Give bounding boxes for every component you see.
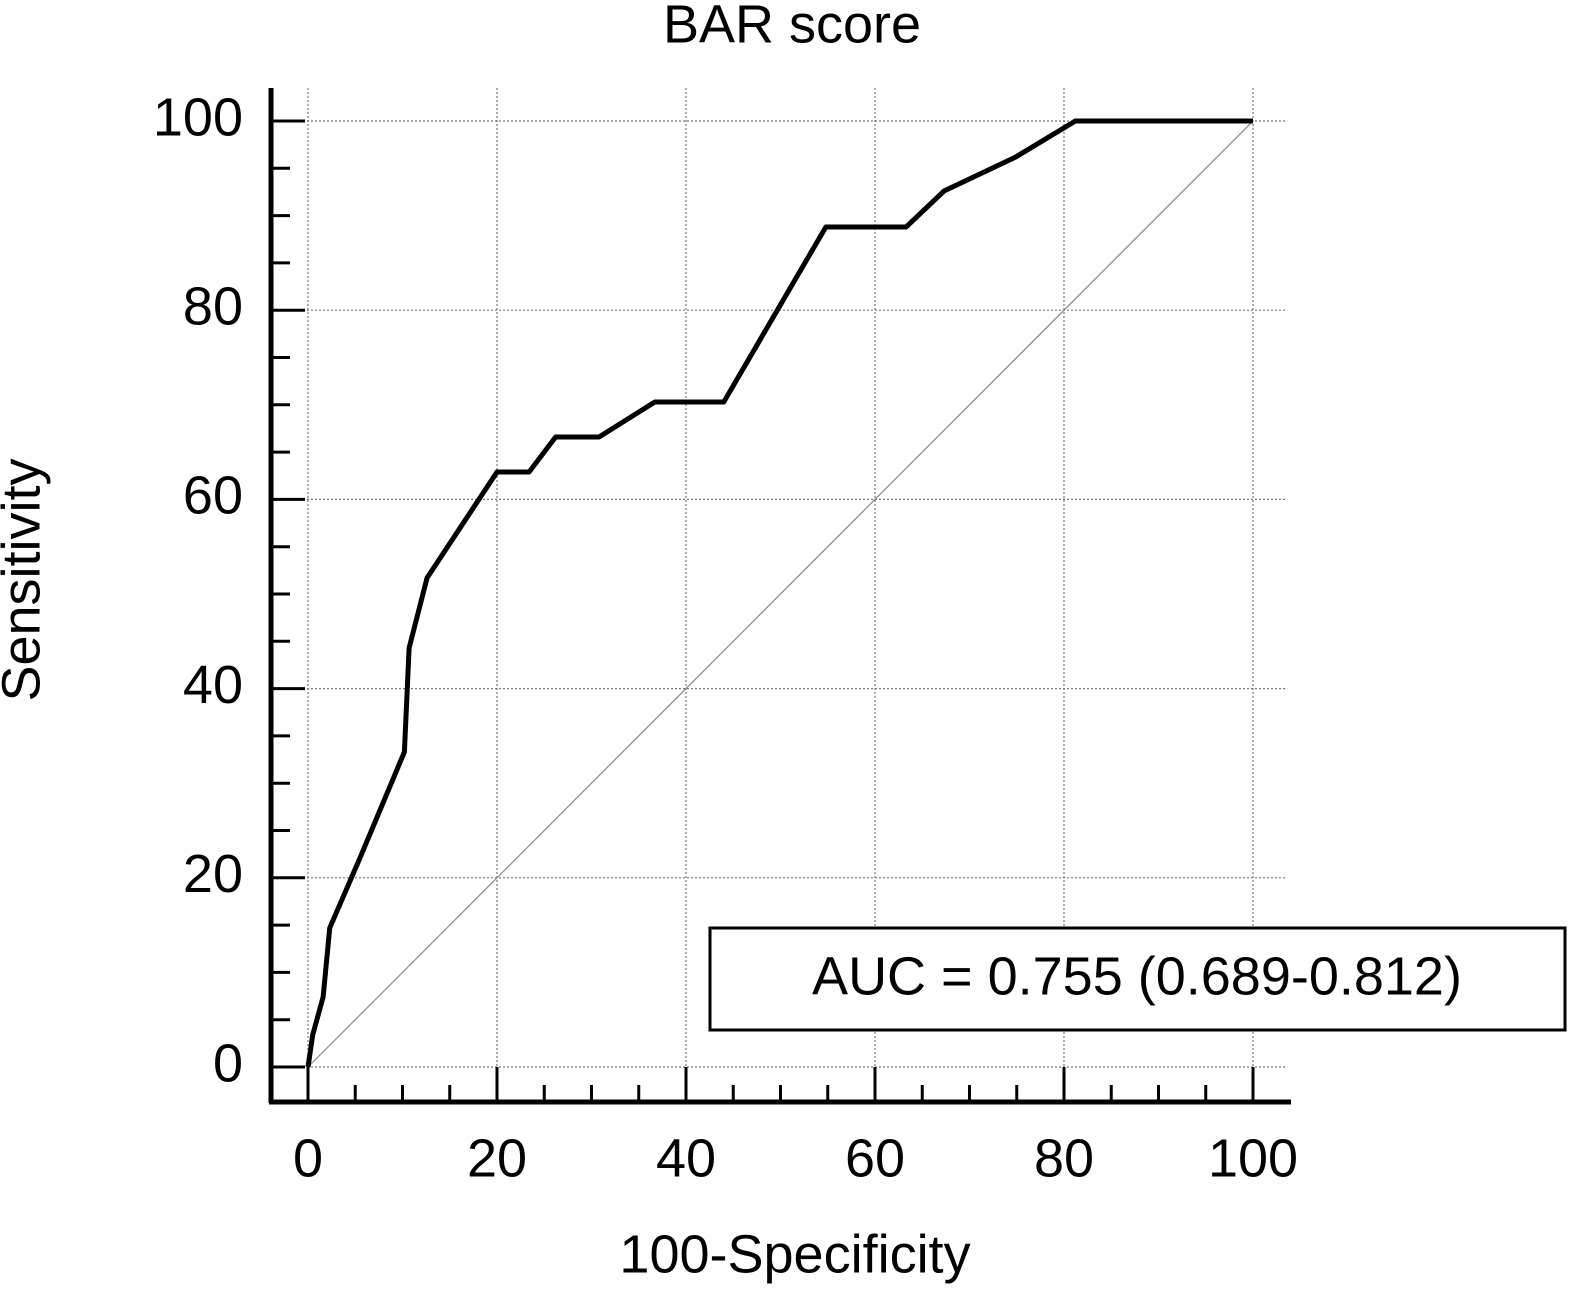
x-tick-label: 20 (467, 1128, 527, 1188)
x-tick-label: 100 (1208, 1128, 1298, 1188)
annotation-box (708, 926, 1567, 1032)
chart-title: BAR score (663, 0, 921, 54)
y-tick-label: 40 (183, 655, 243, 715)
y-tick-label: 0 (213, 1033, 243, 1093)
x-tick-label: 80 (1034, 1128, 1094, 1188)
y-tick-label: 80 (183, 276, 243, 336)
reference-line (307, 120, 1254, 1068)
y-tick-label: 100 (153, 87, 243, 147)
y-tick-label: 60 (183, 466, 243, 526)
y-tick-label: 20 (183, 844, 243, 904)
roc-curve (305, 118, 1253, 1068)
annotation: AUC = 0.755 (0.689-0.812) (812, 946, 1462, 1006)
x-tick-label: 40 (656, 1128, 716, 1188)
x-tick-label: 0 (293, 1128, 323, 1188)
x-axis-label: 100-Specificity (619, 1224, 970, 1284)
y-axis-label: Sensitivity (0, 458, 51, 701)
x-tick-label: 60 (845, 1128, 905, 1188)
